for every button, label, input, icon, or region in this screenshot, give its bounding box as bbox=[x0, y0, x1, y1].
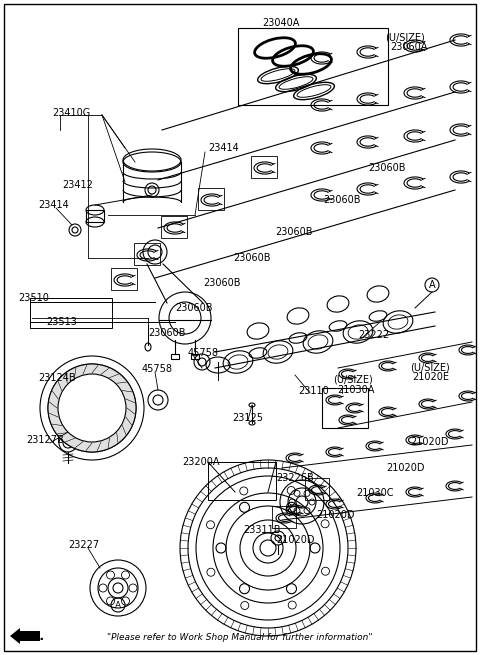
Text: 21020D: 21020D bbox=[316, 510, 355, 520]
Bar bbox=[191, 354, 199, 359]
Bar bbox=[251, 156, 277, 178]
Text: 23311B: 23311B bbox=[243, 525, 280, 535]
Text: A: A bbox=[115, 601, 121, 610]
Text: (U/SIZE): (U/SIZE) bbox=[333, 375, 373, 385]
Text: 23060B: 23060B bbox=[323, 195, 360, 205]
Text: 23060B: 23060B bbox=[148, 328, 185, 338]
Text: 45758: 45758 bbox=[188, 348, 219, 358]
Text: 23060B: 23060B bbox=[203, 278, 240, 288]
Text: 23060B: 23060B bbox=[175, 303, 213, 313]
Text: "Please refer to Work Shop Manual for further information": "Please refer to Work Shop Manual for fu… bbox=[107, 633, 373, 643]
Text: 23410G: 23410G bbox=[52, 108, 90, 118]
Text: 21020D: 21020D bbox=[410, 437, 448, 447]
Text: 23412: 23412 bbox=[62, 180, 93, 190]
Text: 23060B: 23060B bbox=[233, 253, 271, 263]
Circle shape bbox=[58, 374, 126, 442]
Text: 23110: 23110 bbox=[298, 386, 329, 396]
Text: 21020D: 21020D bbox=[386, 463, 424, 473]
Bar bbox=[134, 243, 160, 265]
Bar bbox=[86, 210, 104, 222]
Bar bbox=[272, 506, 296, 528]
Polygon shape bbox=[10, 628, 40, 644]
Text: 23414: 23414 bbox=[208, 143, 239, 153]
Bar bbox=[208, 462, 276, 500]
Text: 23060B: 23060B bbox=[275, 227, 312, 237]
Text: 23510: 23510 bbox=[18, 293, 49, 303]
Text: 23060B: 23060B bbox=[368, 163, 406, 173]
Text: 45758: 45758 bbox=[142, 364, 173, 374]
Text: 23124B: 23124B bbox=[38, 373, 76, 383]
Text: (U/SIZE): (U/SIZE) bbox=[385, 32, 425, 42]
Text: 21020E: 21020E bbox=[412, 372, 449, 382]
Text: 23127B: 23127B bbox=[26, 435, 64, 445]
Bar bbox=[238, 28, 388, 105]
Text: 21020D: 21020D bbox=[276, 535, 314, 545]
Bar bbox=[161, 216, 187, 238]
Circle shape bbox=[48, 364, 136, 452]
Text: A: A bbox=[429, 280, 435, 290]
Text: 23060A: 23060A bbox=[390, 42, 427, 52]
Text: 23414: 23414 bbox=[38, 200, 69, 210]
Text: 23513: 23513 bbox=[46, 317, 77, 327]
Bar bbox=[171, 354, 179, 359]
Bar bbox=[111, 268, 137, 290]
Bar bbox=[198, 188, 224, 210]
Text: 23200A: 23200A bbox=[182, 457, 219, 467]
Text: 23226B: 23226B bbox=[276, 473, 314, 483]
Text: 21030A: 21030A bbox=[337, 385, 374, 395]
Bar bbox=[322, 388, 368, 428]
Bar bbox=[305, 478, 329, 500]
Text: 23222: 23222 bbox=[358, 330, 389, 340]
Text: 23227: 23227 bbox=[68, 540, 99, 550]
Text: FR.: FR. bbox=[22, 629, 45, 643]
Text: 23125: 23125 bbox=[232, 413, 263, 423]
Text: 21030C: 21030C bbox=[356, 488, 394, 498]
Text: (U/SIZE): (U/SIZE) bbox=[410, 362, 450, 372]
Bar bbox=[30, 298, 112, 328]
Text: 23040A: 23040A bbox=[262, 18, 300, 28]
